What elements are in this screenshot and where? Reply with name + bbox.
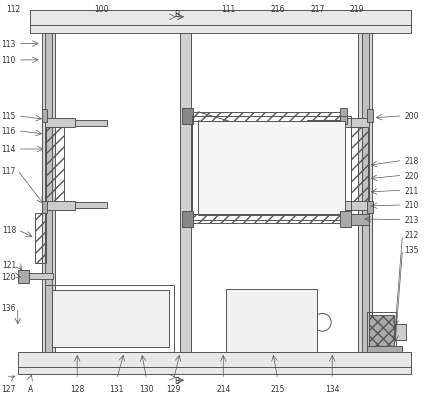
Bar: [340, 119, 369, 128]
Bar: [350, 128, 368, 204]
Bar: [362, 34, 369, 352]
Bar: [75, 120, 107, 126]
Text: 113: 113: [2, 40, 16, 49]
Bar: [42, 110, 47, 122]
Text: 215: 215: [271, 384, 285, 393]
Bar: [191, 113, 340, 122]
Bar: [340, 211, 350, 227]
Bar: [45, 34, 52, 352]
Bar: [47, 128, 64, 204]
Text: B: B: [175, 376, 180, 385]
Bar: [340, 201, 369, 211]
Bar: [367, 110, 373, 122]
Bar: [226, 289, 317, 352]
Text: 210: 210: [404, 201, 419, 210]
Text: 212: 212: [404, 231, 419, 239]
Text: 116: 116: [2, 127, 16, 136]
Bar: [191, 215, 340, 224]
Bar: [275, 136, 330, 150]
Bar: [367, 201, 373, 214]
Text: 211: 211: [404, 186, 419, 195]
Text: 216: 216: [271, 5, 285, 14]
Text: 200: 200: [404, 112, 419, 121]
Text: 110: 110: [2, 56, 16, 65]
Bar: [45, 119, 75, 128]
Text: 112: 112: [7, 5, 21, 14]
Text: 111: 111: [221, 5, 235, 14]
Text: 130: 130: [139, 384, 154, 393]
Bar: [395, 324, 406, 340]
Bar: [45, 201, 75, 211]
Bar: [52, 290, 169, 347]
Bar: [75, 203, 107, 209]
Text: 213: 213: [404, 216, 419, 225]
Text: 120: 120: [2, 272, 16, 281]
Bar: [45, 286, 174, 352]
Text: 118: 118: [2, 226, 16, 235]
Text: 115: 115: [2, 112, 16, 121]
Bar: [367, 346, 403, 352]
Bar: [182, 109, 193, 125]
Bar: [42, 34, 55, 352]
Text: 100: 100: [95, 5, 109, 14]
Text: B: B: [175, 10, 180, 19]
Bar: [35, 214, 46, 263]
Text: 214: 214: [216, 384, 230, 393]
Text: 220: 220: [404, 171, 419, 180]
Bar: [198, 122, 345, 215]
Bar: [24, 273, 54, 279]
Bar: [18, 271, 29, 283]
Text: A: A: [27, 384, 33, 393]
Bar: [180, 34, 191, 352]
Bar: [350, 214, 369, 225]
Bar: [192, 117, 350, 220]
Bar: [358, 34, 372, 352]
Bar: [42, 201, 47, 214]
Bar: [367, 312, 396, 350]
Text: 117: 117: [2, 166, 16, 175]
Bar: [307, 203, 340, 209]
Bar: [18, 352, 412, 375]
Text: 136: 136: [2, 303, 16, 312]
Text: 217: 217: [310, 5, 325, 14]
Text: 134: 134: [325, 384, 339, 393]
Text: 218: 218: [404, 156, 419, 166]
Bar: [340, 109, 347, 125]
Text: 131: 131: [109, 384, 124, 393]
Text: 129: 129: [167, 384, 181, 393]
Bar: [307, 120, 340, 126]
Text: 128: 128: [70, 384, 84, 393]
Bar: [30, 11, 412, 34]
Text: 114: 114: [2, 145, 16, 154]
Bar: [369, 315, 394, 347]
Bar: [182, 211, 193, 227]
Text: 219: 219: [350, 5, 364, 14]
Text: 127: 127: [2, 384, 16, 393]
Text: 121: 121: [2, 260, 16, 269]
Text: 135: 135: [404, 245, 419, 254]
